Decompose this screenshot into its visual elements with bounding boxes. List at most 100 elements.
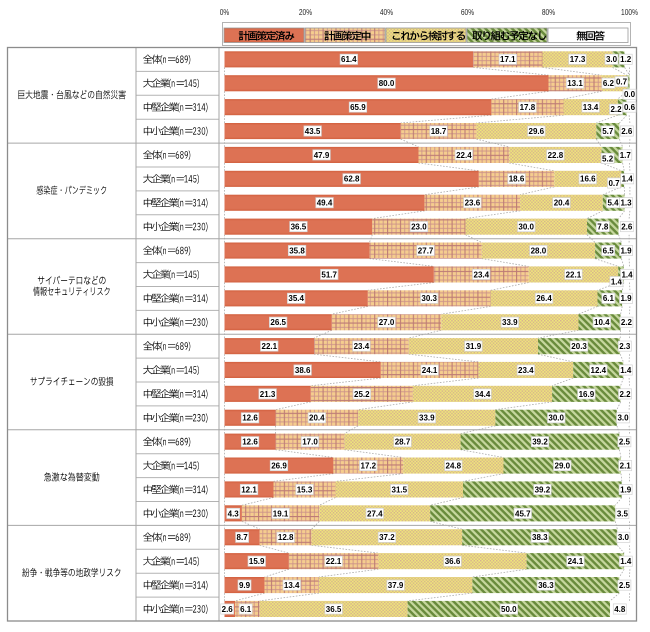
svg-text:5.2: 5.2 xyxy=(602,154,614,163)
svg-text:20.4: 20.4 xyxy=(554,199,570,208)
svg-text:6.5: 6.5 xyxy=(603,246,615,255)
svg-text:9.9: 9.9 xyxy=(239,581,251,590)
svg-text:6.2: 6.2 xyxy=(603,79,615,88)
svg-text:37.9: 37.9 xyxy=(388,581,404,590)
svg-text:27.0: 27.0 xyxy=(379,318,395,327)
svg-text:1.9: 1.9 xyxy=(620,246,632,255)
svg-text:2.6: 2.6 xyxy=(621,223,633,232)
svg-text:16.9: 16.9 xyxy=(579,390,595,399)
svg-text:1.4: 1.4 xyxy=(621,270,633,279)
svg-text:100%: 100% xyxy=(621,7,638,17)
svg-text:39.2: 39.2 xyxy=(532,438,548,447)
svg-text:22.1: 22.1 xyxy=(262,342,278,351)
svg-text:12.6: 12.6 xyxy=(242,438,258,447)
svg-text:5.4: 5.4 xyxy=(607,199,619,208)
svg-text:8.7: 8.7 xyxy=(237,533,249,542)
svg-text:36.5: 36.5 xyxy=(291,223,307,232)
svg-text:22.1: 22.1 xyxy=(326,557,342,566)
svg-text:6.1: 6.1 xyxy=(240,605,252,614)
svg-text:25.2: 25.2 xyxy=(354,390,370,399)
svg-text:2.2: 2.2 xyxy=(619,390,631,399)
svg-text:4.3: 4.3 xyxy=(228,509,240,518)
svg-text:24.1: 24.1 xyxy=(568,557,584,566)
svg-text:2.2: 2.2 xyxy=(621,318,633,327)
svg-text:4.8: 4.8 xyxy=(614,605,626,614)
svg-text:29.0: 29.0 xyxy=(555,462,571,471)
svg-text:26.4: 26.4 xyxy=(536,294,552,303)
svg-text:23.4: 23.4 xyxy=(518,366,534,375)
svg-text:35.8: 35.8 xyxy=(289,246,305,255)
svg-text:80.0: 80.0 xyxy=(379,79,395,88)
svg-text:13.4: 13.4 xyxy=(284,581,300,590)
svg-text:1.4: 1.4 xyxy=(620,557,632,566)
svg-text:1.7: 1.7 xyxy=(620,151,632,160)
svg-text:35.4: 35.4 xyxy=(288,294,304,303)
svg-text:33.9: 33.9 xyxy=(502,318,518,327)
svg-text:30.0: 30.0 xyxy=(518,223,534,232)
svg-text:1.3: 1.3 xyxy=(620,199,632,208)
svg-text:0.6: 0.6 xyxy=(624,103,636,112)
svg-text:23.0: 23.0 xyxy=(411,223,427,232)
svg-text:51.7: 51.7 xyxy=(321,270,337,279)
svg-text:38.6: 38.6 xyxy=(295,366,311,375)
svg-text:65.9: 65.9 xyxy=(350,103,366,112)
svg-text:7.8: 7.8 xyxy=(597,223,609,232)
svg-text:16.6: 16.6 xyxy=(580,175,596,184)
svg-text:17.2: 17.2 xyxy=(361,462,377,471)
svg-text:22.8: 22.8 xyxy=(548,151,564,160)
svg-text:31.5: 31.5 xyxy=(392,485,408,494)
svg-text:17.8: 17.8 xyxy=(520,103,536,112)
svg-text:60%: 60% xyxy=(461,7,474,17)
svg-text:24.1: 24.1 xyxy=(422,366,438,375)
svg-text:40%: 40% xyxy=(380,7,393,17)
svg-text:39.2: 39.2 xyxy=(535,485,551,494)
svg-text:1.4: 1.4 xyxy=(622,175,634,184)
svg-text:24.8: 24.8 xyxy=(446,462,462,471)
svg-text:2.1: 2.1 xyxy=(620,462,632,471)
svg-text:17.1: 17.1 xyxy=(500,55,516,64)
svg-text:3.5: 3.5 xyxy=(617,509,629,518)
svg-text:19.1: 19.1 xyxy=(273,509,289,518)
svg-text:20%: 20% xyxy=(299,7,312,17)
svg-text:61.4: 61.4 xyxy=(341,55,357,64)
svg-text:80%: 80% xyxy=(542,7,555,17)
svg-text:1.9: 1.9 xyxy=(620,485,632,494)
svg-text:21.3: 21.3 xyxy=(260,390,276,399)
svg-text:18.6: 18.6 xyxy=(509,175,525,184)
svg-text:18.7: 18.7 xyxy=(431,127,447,136)
svg-text:49.4: 49.4 xyxy=(317,199,333,208)
svg-text:1.4: 1.4 xyxy=(620,366,632,375)
svg-text:3.0: 3.0 xyxy=(617,414,629,423)
svg-text:13.4: 13.4 xyxy=(583,103,599,112)
svg-text:12.8: 12.8 xyxy=(278,533,294,542)
svg-text:50.0: 50.0 xyxy=(501,605,517,614)
svg-text:23.4: 23.4 xyxy=(474,270,490,279)
svg-text:20.4: 20.4 xyxy=(309,414,325,423)
svg-text:34.4: 34.4 xyxy=(475,390,491,399)
svg-text:43.5: 43.5 xyxy=(305,127,321,136)
svg-text:2.6: 2.6 xyxy=(621,127,633,136)
svg-text:2.2: 2.2 xyxy=(610,105,622,114)
svg-text:10.4: 10.4 xyxy=(594,318,610,327)
svg-text:3.0: 3.0 xyxy=(606,55,618,64)
svg-text:27.7: 27.7 xyxy=(418,246,434,255)
svg-text:1.4: 1.4 xyxy=(611,278,623,287)
svg-text:15.9: 15.9 xyxy=(249,557,265,566)
svg-text:36.5: 36.5 xyxy=(326,605,342,614)
svg-text:1.9: 1.9 xyxy=(620,294,632,303)
svg-text:2.5: 2.5 xyxy=(619,438,631,447)
svg-text:30.0: 30.0 xyxy=(548,414,564,423)
svg-text:0%: 0% xyxy=(220,7,230,17)
svg-text:12.1: 12.1 xyxy=(241,485,257,494)
svg-text:33.9: 33.9 xyxy=(419,414,435,423)
svg-text:3.0: 3.0 xyxy=(618,533,630,542)
svg-text:2.5: 2.5 xyxy=(619,581,631,590)
svg-text:17.3: 17.3 xyxy=(570,55,586,64)
svg-text:27.4: 27.4 xyxy=(367,509,383,518)
svg-text:28.7: 28.7 xyxy=(395,438,411,447)
svg-text:20.3: 20.3 xyxy=(571,342,587,351)
svg-text:0.7: 0.7 xyxy=(608,179,620,188)
svg-text:38.3: 38.3 xyxy=(532,533,548,542)
svg-text:17.0: 17.0 xyxy=(302,438,318,447)
svg-text:1.2: 1.2 xyxy=(620,55,632,64)
